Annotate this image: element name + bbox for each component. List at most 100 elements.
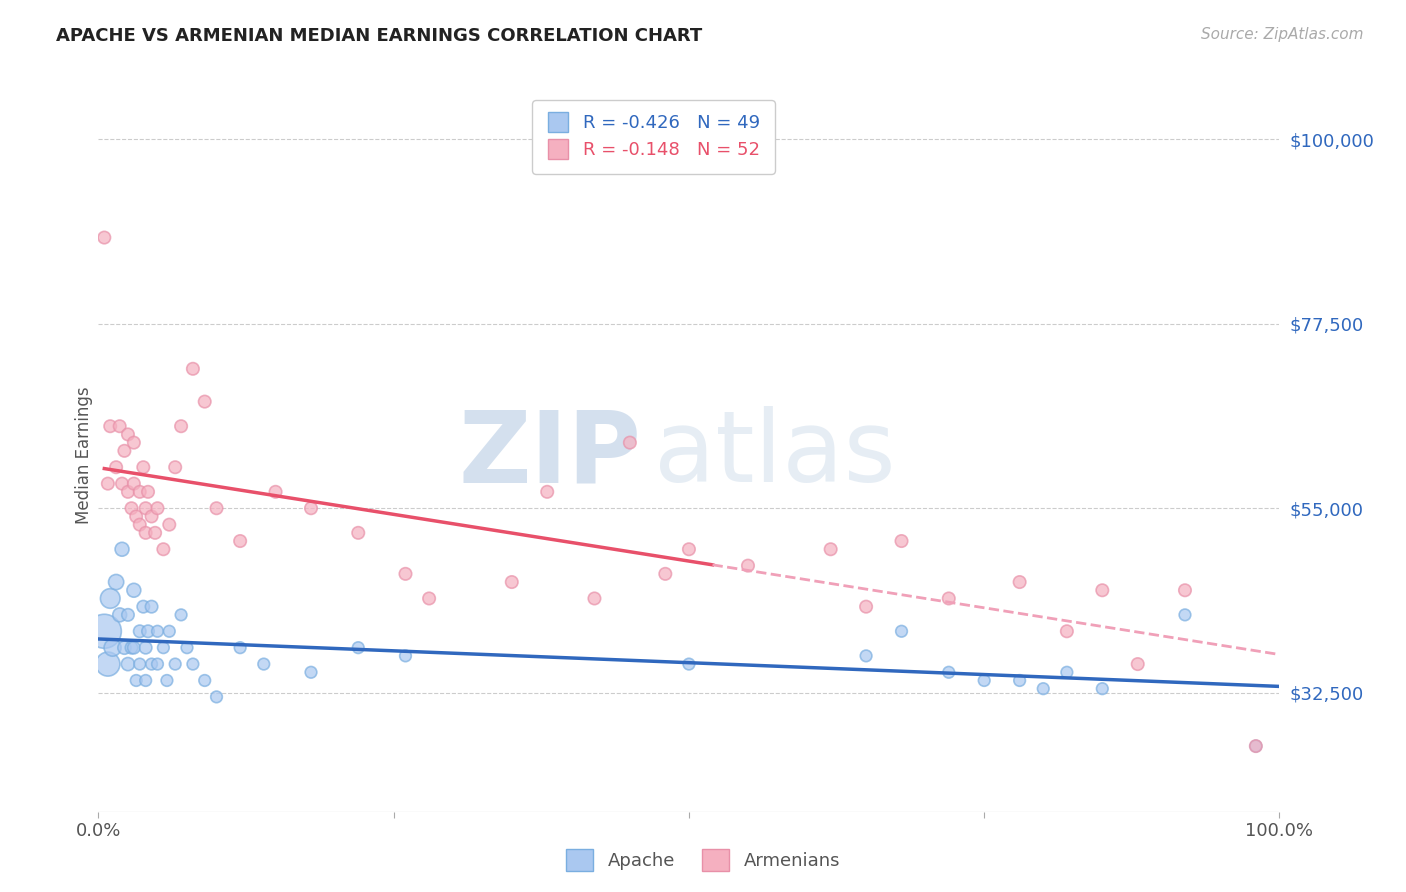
Legend: R = -0.426   N = 49, R = -0.148   N = 52: R = -0.426 N = 49, R = -0.148 N = 52 [533, 100, 775, 174]
Point [135, 525, 157, 540]
Point [678, 657, 700, 671]
Point [108, 607, 131, 622]
Point [820, 542, 842, 557]
Point [418, 591, 440, 606]
Point [299, 501, 322, 516]
Point [205, 501, 228, 516]
Point [1091, 681, 1114, 696]
Point [1244, 739, 1267, 753]
Point [1032, 681, 1054, 696]
Point [1244, 739, 1267, 753]
Point [141, 657, 163, 671]
Point [1056, 624, 1078, 639]
Point [1008, 673, 1031, 688]
Point [170, 419, 193, 434]
Point [678, 542, 700, 557]
Point [122, 640, 145, 655]
Point [181, 361, 204, 376]
Point [165, 460, 187, 475]
Point [121, 501, 143, 516]
Point [170, 607, 193, 622]
Point [890, 624, 912, 639]
Point [205, 690, 228, 704]
Point [117, 484, 139, 499]
Point [855, 648, 877, 663]
Point [97, 657, 120, 671]
Point [394, 566, 416, 581]
Point [111, 476, 134, 491]
Point [125, 673, 148, 688]
Point [152, 542, 174, 557]
Point [583, 591, 606, 606]
Point [141, 509, 163, 524]
Point [98, 419, 121, 434]
Point [938, 665, 960, 680]
Text: atlas: atlas [654, 407, 896, 503]
Point [347, 525, 370, 540]
Point [136, 484, 159, 499]
Point [105, 575, 128, 590]
Point [1126, 657, 1149, 671]
Point [122, 583, 145, 598]
Point [157, 624, 180, 639]
Point [97, 476, 120, 491]
Point [299, 665, 322, 680]
Point [128, 484, 150, 499]
Point [181, 657, 204, 671]
Point [98, 591, 121, 606]
Text: Source: ZipAtlas.com: Source: ZipAtlas.com [1201, 27, 1364, 42]
Point [152, 640, 174, 655]
Point [93, 624, 115, 639]
Point [347, 640, 370, 655]
Point [143, 525, 166, 540]
Point [101, 640, 124, 655]
Point [156, 673, 179, 688]
Point [136, 624, 159, 639]
Point [125, 509, 148, 524]
Point [619, 435, 641, 450]
Point [135, 640, 157, 655]
Y-axis label: Median Earnings: Median Earnings [75, 386, 93, 524]
Point [117, 607, 139, 622]
Point [229, 534, 252, 549]
Point [93, 230, 115, 244]
Point [141, 599, 163, 614]
Point [737, 558, 759, 573]
Point [117, 427, 139, 442]
Point [111, 542, 134, 557]
Point [536, 484, 558, 499]
Point [117, 657, 139, 671]
Legend: Apache, Armenians: Apache, Armenians [558, 842, 848, 879]
Point [855, 599, 877, 614]
Point [146, 624, 169, 639]
Point [194, 673, 217, 688]
Point [108, 419, 131, 434]
Text: APACHE VS ARMENIAN MEDIAN EARNINGS CORRELATION CHART: APACHE VS ARMENIAN MEDIAN EARNINGS CORRE… [56, 27, 703, 45]
Point [1091, 583, 1114, 598]
Point [264, 484, 287, 499]
Point [890, 534, 912, 549]
Point [253, 657, 276, 671]
Point [122, 435, 145, 450]
Point [501, 575, 523, 590]
Point [146, 657, 169, 671]
Point [165, 657, 187, 671]
Point [194, 394, 217, 409]
Point [146, 501, 169, 516]
Point [973, 673, 995, 688]
Point [1008, 575, 1031, 590]
Point [394, 648, 416, 663]
Point [135, 501, 157, 516]
Point [112, 640, 135, 655]
Point [1174, 607, 1197, 622]
Point [112, 443, 135, 458]
Point [105, 460, 128, 475]
Point [229, 640, 252, 655]
Point [1056, 665, 1078, 680]
Point [132, 599, 155, 614]
Point [938, 591, 960, 606]
Point [654, 566, 676, 581]
Point [128, 624, 150, 639]
Point [128, 657, 150, 671]
Point [1174, 583, 1197, 598]
